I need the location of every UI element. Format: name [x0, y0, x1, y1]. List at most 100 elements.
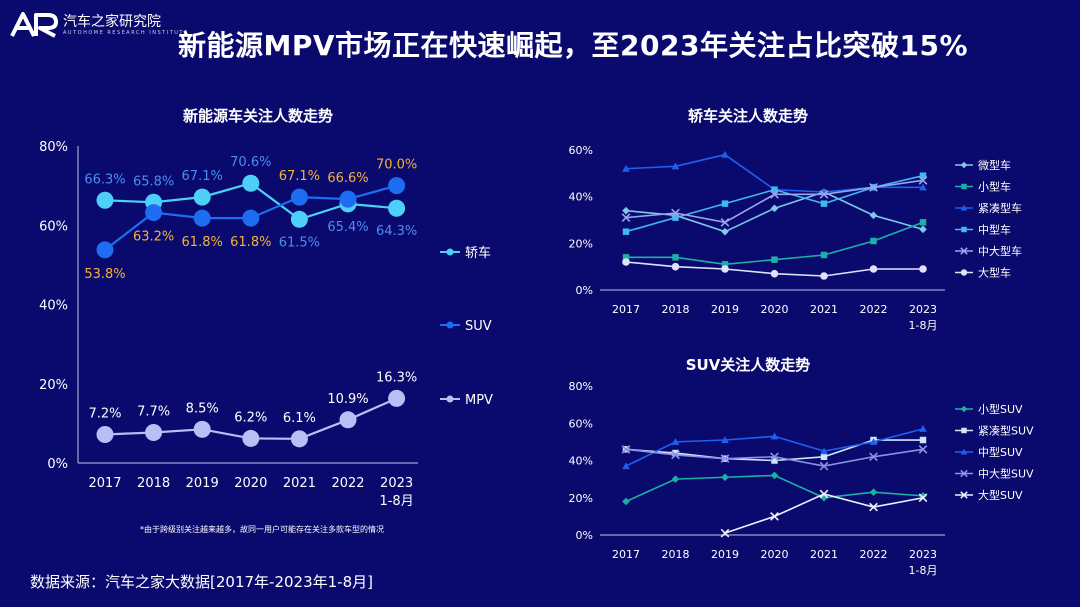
data-label: 64.3%: [376, 224, 417, 239]
data-point: [919, 425, 927, 432]
y-tick-label: 0%: [576, 529, 593, 542]
data-point: [919, 225, 927, 234]
legend-label: 微型车: [978, 158, 1011, 172]
legend-label: 中型车: [978, 223, 1011, 237]
data-label: 63.2%: [133, 230, 174, 245]
x-tick-label: 2019: [711, 548, 739, 561]
legend-marker: [960, 491, 968, 499]
x-tick-label: 2017: [612, 303, 640, 316]
data-point: [918, 444, 928, 454]
data-point: [672, 214, 679, 221]
data-label: 65.8%: [133, 174, 174, 189]
logo-subtext: AUTOHOME RESEARCH INSTITUTE: [63, 30, 189, 36]
x-tick-label: 2023: [909, 548, 937, 561]
data-point: [671, 262, 680, 271]
legend-marker: [960, 161, 968, 169]
data-point: [820, 272, 828, 280]
data-point: [720, 528, 730, 538]
data-point: [720, 217, 730, 227]
legend-marker: [960, 269, 968, 276]
x-tick-label: 2020: [761, 548, 789, 561]
x-tick-label: 2017: [88, 476, 121, 491]
legend-marker: [446, 248, 454, 256]
data-point: [672, 449, 679, 457]
data-point: [820, 200, 828, 207]
data-label: 65.4%: [327, 220, 368, 235]
data-point: [242, 209, 260, 227]
data-label: 67.1%: [182, 169, 223, 184]
data-point: [193, 420, 211, 438]
page-title: 新能源MPV市场正在快速崛起，至2023年关注占比突破15%: [178, 29, 969, 62]
legend-label: 小型车: [978, 180, 1011, 194]
suv-chart: SUV关注人数走势 0% 20% 40% 60% 80% 2017 2018 2019 2020 2…: [569, 356, 1034, 577]
data-point: [290, 210, 308, 228]
x-tick-label: 2019: [711, 303, 739, 316]
data-point: [819, 189, 829, 199]
data-point: [919, 183, 927, 191]
data-point: [671, 162, 680, 170]
data-point: [770, 432, 779, 440]
data-point: [820, 251, 828, 259]
data-point: [721, 265, 729, 273]
y-tick-label: 80%: [39, 140, 68, 155]
data-point: [771, 457, 778, 464]
data-point: [771, 186, 778, 193]
data-point: [870, 237, 877, 245]
data-point: [770, 471, 779, 480]
data-point: [622, 258, 630, 266]
data-label: 10.9%: [327, 392, 368, 407]
data-point: [388, 389, 406, 407]
data-point: [770, 189, 779, 199]
data-point: [339, 190, 357, 208]
legend-marker: [961, 226, 967, 233]
data-label: 61.8%: [230, 235, 271, 250]
legend-marker: [960, 247, 968, 255]
data-label: 67.1%: [279, 169, 320, 184]
data-point: [671, 475, 680, 483]
data-point: [242, 429, 260, 447]
data-point: [96, 191, 114, 209]
data-point: [919, 219, 927, 226]
data-point: [770, 512, 779, 521]
data-point: [770, 204, 779, 213]
data-point: [721, 227, 729, 236]
data-point: [721, 261, 729, 268]
data-point: [671, 450, 680, 460]
data-point: [622, 497, 630, 506]
data-point: [869, 182, 878, 192]
data-point: [671, 208, 680, 218]
data-label: 16.3%: [376, 370, 417, 385]
x-tick-label: 2023: [909, 303, 937, 316]
x-tick-label: 2021: [810, 303, 838, 316]
x-tick-label: 2022: [860, 303, 888, 316]
data-point: [242, 174, 260, 192]
x-tick-label: 1-8月: [379, 494, 413, 509]
y-tick-label: 20%: [569, 492, 593, 505]
x-tick-label: 2018: [137, 476, 170, 491]
x-tick-label: 2019: [186, 476, 219, 491]
data-point: [290, 188, 308, 206]
data-point: [869, 438, 878, 445]
data-point: [720, 454, 730, 464]
data-label: 70.6%: [230, 155, 271, 170]
legend-label: 紧凑型车: [978, 201, 1022, 215]
legend-label: SUV: [465, 319, 492, 334]
legend-label: 中型SUV: [978, 445, 1023, 459]
y-tick-label: 60%: [39, 219, 68, 234]
x-tick-label: 2018: [662, 548, 690, 561]
chart-title: 新能源车关注人数走势: [183, 107, 333, 125]
x-tick-label: 2017: [612, 548, 640, 561]
data-point: [869, 488, 878, 496]
data-label: 6.1%: [283, 411, 316, 426]
data-point: [819, 489, 829, 499]
data-label: 8.5%: [186, 401, 219, 416]
data-point: [819, 461, 829, 471]
data-point: [96, 241, 114, 259]
data-point: [622, 206, 630, 215]
data-point: [918, 493, 928, 503]
data-point: [622, 228, 630, 235]
y-tick-label: 80%: [569, 380, 593, 393]
data-point: [622, 164, 630, 172]
data-point: [820, 447, 828, 455]
legend-label: MPV: [465, 393, 493, 408]
